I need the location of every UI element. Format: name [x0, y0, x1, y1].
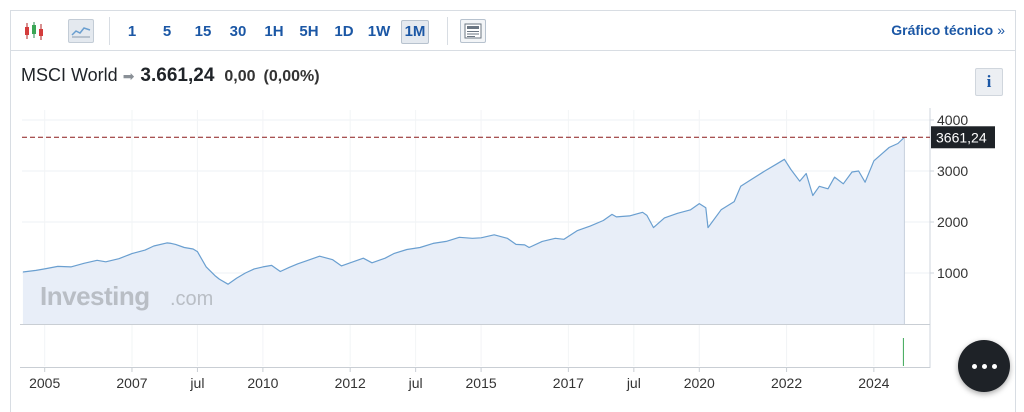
unchanged-arrow-icon: ➡ — [122, 68, 135, 84]
y-tick-label: 3000 — [937, 163, 968, 179]
period-1w[interactable]: 1W — [367, 23, 391, 40]
last-price-label-box — [931, 126, 995, 149]
x-tick-label: 2010 — [247, 375, 278, 391]
period-1[interactable]: 1 — [127, 23, 137, 40]
x-tick-label: 2017 — [553, 375, 584, 391]
dot-icon — [991, 363, 997, 369]
series-line — [22, 136, 905, 285]
period-5[interactable]: 5 — [162, 23, 172, 40]
price-change: 0,00 — [224, 68, 256, 85]
technical-chart-label: Gráfico técnico — [891, 22, 994, 38]
y-tick-label: 4000 — [937, 112, 968, 128]
x-tick-label: jul — [626, 375, 641, 391]
x-tick-label: 2022 — [771, 375, 802, 391]
y-tick-label: 1000 — [937, 265, 968, 281]
y-tick-label: 2000 — [937, 214, 968, 230]
dot-icon — [981, 363, 987, 369]
quote-header: MSCI World ➡ 3.661,24 0,00 (0,00%) — [21, 65, 320, 87]
watermark-brand: Investing — [40, 281, 150, 311]
candlestick-icon[interactable] — [21, 19, 47, 43]
period-5h[interactable]: 5H — [299, 23, 319, 40]
chart-toolbar: 1 5 15 30 1H 5H 1D 1W 1M Gráfico técnico… — [11, 11, 1015, 51]
x-tick-label: 2015 — [466, 375, 497, 391]
series-area — [22, 137, 905, 324]
news-panel-icon[interactable] — [460, 19, 486, 43]
x-tick-label: 2012 — [335, 375, 366, 391]
last-price: 3.661,24 — [140, 65, 215, 86]
period-30[interactable]: 30 — [229, 23, 247, 40]
dot-icon — [971, 363, 977, 369]
instrument-name: MSCI World — [21, 65, 118, 85]
x-tick-label: 2007 — [116, 375, 147, 391]
x-tick-label: 2005 — [29, 375, 60, 391]
info-button[interactable]: i — [975, 68, 1003, 96]
line-chart-icon[interactable] — [68, 19, 94, 43]
x-tick-label: 2024 — [858, 375, 889, 391]
period-1d[interactable]: 1D — [334, 23, 354, 40]
watermark-suffix: .com — [170, 288, 213, 310]
last-price-label: 3661,24 — [936, 129, 987, 145]
x-tick-label: jul — [189, 375, 204, 391]
x-tick-label: 2020 — [684, 375, 715, 391]
technical-chart-link[interactable]: Gráfico técnico» — [891, 22, 1005, 38]
more-options-button[interactable] — [958, 340, 1010, 392]
chevron-right-icon: » — [997, 22, 1005, 38]
period-1h[interactable]: 1H — [264, 23, 284, 40]
price-change-percent: (0,00%) — [263, 68, 320, 85]
period-15[interactable]: 15 — [194, 23, 212, 40]
x-tick-label: jul — [408, 375, 423, 391]
period-1m[interactable]: 1M — [401, 20, 429, 44]
